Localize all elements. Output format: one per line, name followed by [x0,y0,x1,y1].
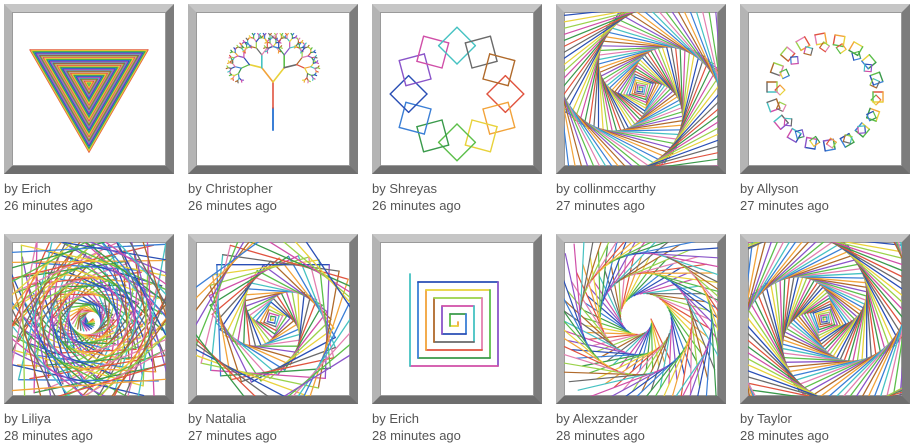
gallery-item[interactable]: by Christopher 26 minutes ago [188,4,364,214]
timestamp: 27 minutes ago [556,198,645,213]
gallery-item[interactable]: by Taylor 28 minutes ago [740,234,914,444]
timestamp: 27 minutes ago [188,428,277,443]
author-link[interactable]: by Taylor [740,411,792,426]
turtle-drawing [409,273,499,367]
author-link[interactable]: by Allyson [740,181,799,196]
timestamp: 26 minutes ago [4,198,93,213]
author-link[interactable]: by Erich [4,181,51,196]
artwork-thumbnail[interactable] [740,4,910,174]
author-link[interactable]: by Erich [372,411,419,426]
author-link[interactable]: by Natalia [188,411,246,426]
turtle-drawing [196,242,350,396]
artwork-thumbnail[interactable] [556,4,726,174]
turtle-drawing [225,32,321,131]
timestamp: 28 minutes ago [740,428,829,443]
gallery-item[interactable]: by Shreyas 26 minutes ago [372,4,548,214]
author-link[interactable]: by collinmccarthy [556,181,656,196]
timestamp: 28 minutes ago [556,428,645,443]
turtle-drawing [12,242,166,396]
gallery-item[interactable]: by Allyson 27 minutes ago [740,4,914,214]
artwork-thumbnail[interactable] [188,234,358,404]
gallery-item[interactable]: by Liliya 28 minutes ago [4,234,180,444]
turtle-drawing [748,242,902,396]
artwork-thumbnail[interactable] [556,234,726,404]
artwork-thumbnail[interactable] [4,4,174,174]
author-link[interactable]: by Shreyas [372,181,438,196]
gallery-item[interactable]: by collinmccarthy 27 minutes ago [556,4,732,214]
artwork-thumbnail[interactable] [4,234,174,404]
turtle-drawing [564,12,718,166]
gallery-item[interactable]: by Erich 28 minutes ago [372,234,548,444]
author-link[interactable]: by Alexzander [556,411,638,426]
artwork-thumbnail[interactable] [740,234,910,404]
timestamp: 27 minutes ago [740,198,829,213]
gallery-item[interactable]: by Alexzander 28 minutes ago [556,234,732,444]
turtle-drawing [29,49,149,153]
turtle-drawing [389,26,525,162]
artwork-thumbnail[interactable] [372,234,542,404]
turtle-drawing [766,32,884,152]
author-link[interactable]: by Liliya [4,411,51,426]
artwork-thumbnail[interactable] [372,4,542,174]
gallery-item[interactable]: by Erich 26 minutes ago [4,4,180,214]
timestamp: 26 minutes ago [188,198,277,213]
artwork-thumbnail[interactable] [188,4,358,174]
timestamp: 28 minutes ago [372,428,461,443]
timestamp: 26 minutes ago [372,198,461,213]
turtle-drawing [564,242,718,396]
author-link[interactable]: by Christopher [188,181,273,196]
timestamp: 28 minutes ago [4,428,93,443]
gallery-item[interactable]: by Natalia 27 minutes ago [188,234,364,444]
